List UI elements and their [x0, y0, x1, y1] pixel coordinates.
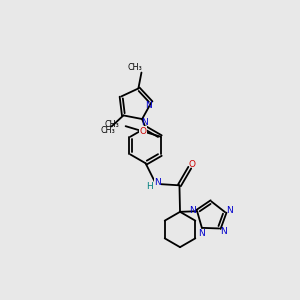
Text: O: O [189, 160, 196, 169]
Text: N: N [226, 206, 233, 215]
Text: CH₃: CH₃ [100, 126, 115, 135]
Text: N: N [198, 229, 205, 238]
Text: N: N [145, 101, 152, 110]
Text: N: N [141, 118, 148, 127]
Text: CH₃: CH₃ [105, 120, 119, 129]
Text: N: N [154, 178, 161, 187]
Text: N: N [190, 206, 196, 214]
Text: N: N [220, 227, 227, 236]
Text: O: O [139, 127, 146, 136]
Text: CH₃: CH₃ [128, 63, 142, 72]
Text: H: H [146, 182, 153, 191]
